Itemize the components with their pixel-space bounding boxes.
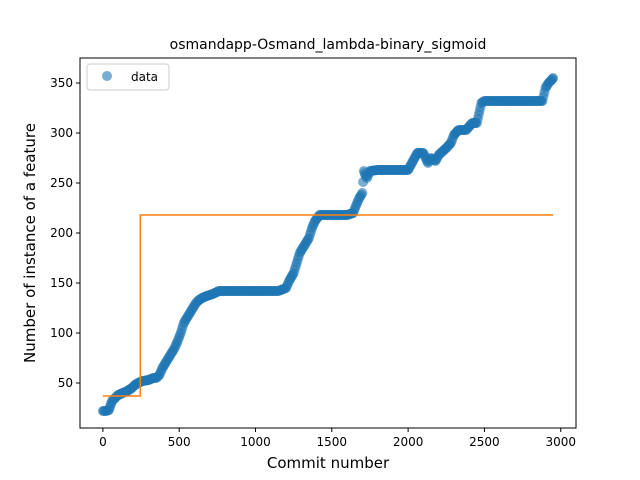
y-tick-label: 300 bbox=[50, 126, 73, 140]
data-point bbox=[548, 73, 559, 83]
data-series bbox=[97, 73, 559, 416]
plot-frame bbox=[79, 57, 577, 429]
x-tick-label: 500 bbox=[168, 435, 191, 449]
legend-label: data bbox=[131, 70, 158, 84]
chart-title: osmandapp-Osmand_lambda-binary_sigmoid bbox=[170, 37, 487, 53]
x-tick-label: 2000 bbox=[393, 435, 424, 449]
data-point bbox=[357, 188, 368, 198]
x-tick-label: 1500 bbox=[317, 435, 348, 449]
x-tick-label: 0 bbox=[99, 435, 107, 449]
y-tick-label: 250 bbox=[50, 176, 73, 190]
x-axis-label: Commit number bbox=[267, 454, 390, 472]
y-tick-label: 50 bbox=[58, 376, 73, 390]
y-tick-label: 350 bbox=[50, 76, 73, 90]
y-tick-label: 200 bbox=[50, 226, 73, 240]
y-axis-label: Number of instance of a feature bbox=[21, 123, 39, 363]
y-tick-label: 100 bbox=[50, 326, 73, 340]
x-tick-label: 2500 bbox=[469, 435, 500, 449]
x-tick-label: 3000 bbox=[545, 435, 576, 449]
fit-line bbox=[102, 214, 554, 397]
legend-marker bbox=[102, 71, 112, 81]
y-tick-label: 150 bbox=[50, 276, 73, 290]
x-tick-label: 1000 bbox=[240, 435, 271, 449]
legend-box bbox=[86, 63, 170, 91]
legend: data bbox=[86, 63, 170, 91]
